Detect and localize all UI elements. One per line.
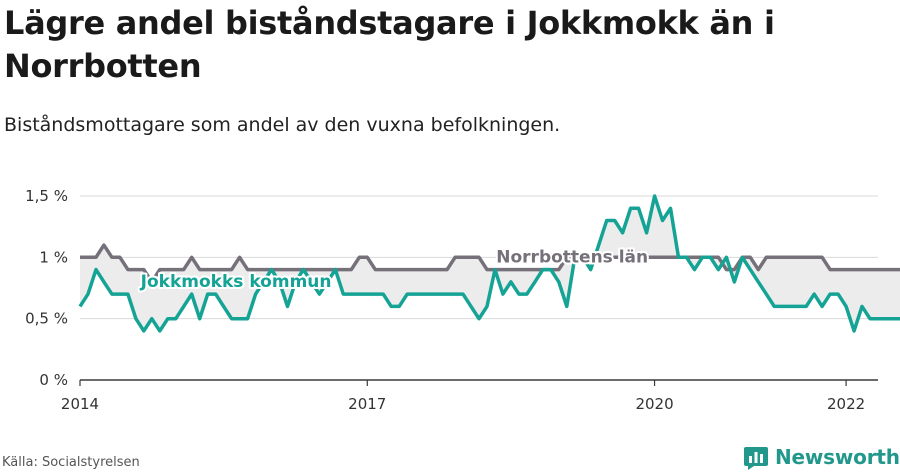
chart-subtitle: Biståndsmottagare som andel av den vuxna…	[4, 114, 561, 136]
series-line-jokkmokk	[78, 194, 900, 333]
brand-name: Newsworthy	[775, 445, 900, 469]
x-tick-label: 2017	[348, 395, 386, 413]
y-tick-label: 0 %	[39, 371, 68, 389]
y-tick-label: 1 %	[39, 248, 68, 266]
series-lines	[78, 194, 900, 333]
bar-chart-icon	[744, 447, 768, 470]
newsworthy-logo: Newsworthy	[744, 442, 900, 472]
chart-title: Lägre andel biståndstagare i Jokkmokk än…	[4, 4, 775, 85]
x-tick-label: 2014	[61, 395, 99, 413]
series-label-norrbotten: Norrbottens län	[496, 247, 648, 267]
x-tick-label: 2020	[635, 395, 673, 413]
axes: 0 % 0,5 % 1 % 1,5 % 2014 2017 2020 2022	[25, 187, 878, 413]
source-note: Källa: Socialstyrelsen	[2, 455, 140, 470]
x-tick-label: 2022	[827, 395, 865, 413]
series-label-jokkmokk: Jokkmokks kommun	[140, 272, 332, 292]
y-tick-label: 0,5 %	[25, 310, 68, 328]
y-tick-label: 1,5 %	[25, 187, 68, 205]
series-line-norrbotten	[80, 243, 900, 284]
